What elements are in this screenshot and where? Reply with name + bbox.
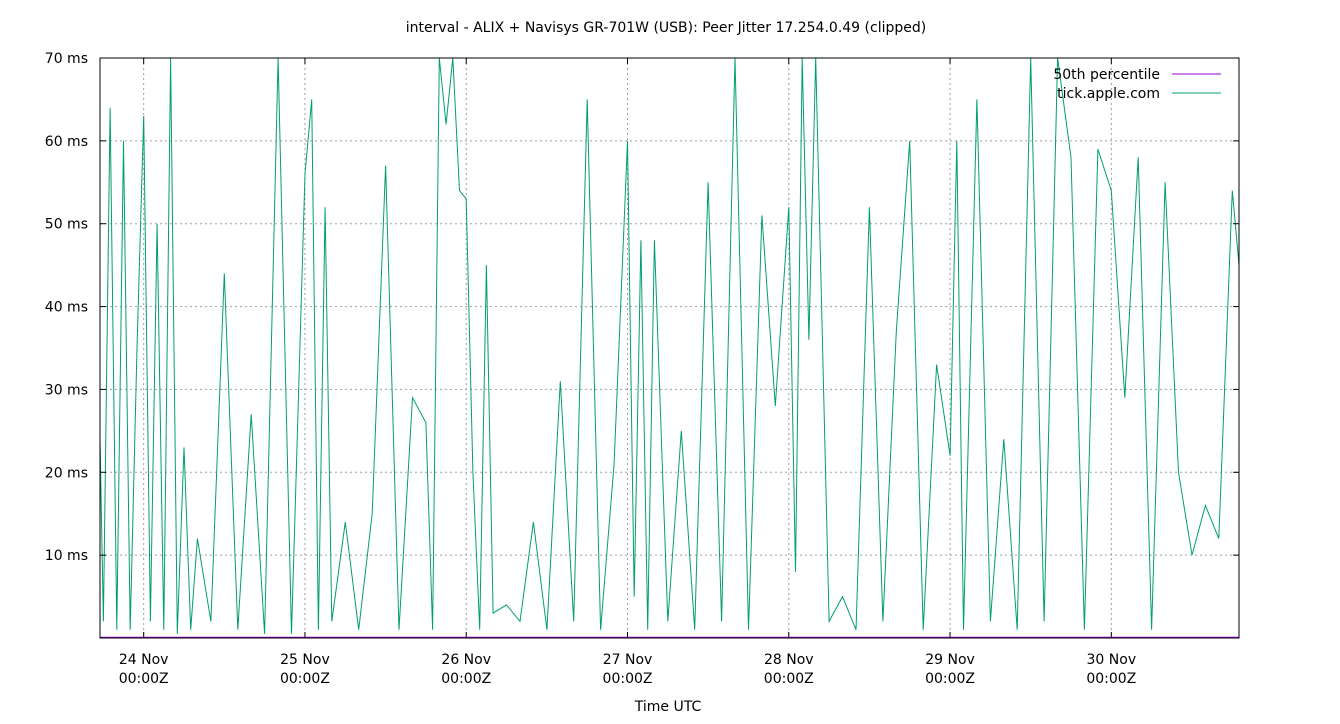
y-tick-label: 70 ms bbox=[45, 51, 88, 67]
x-tick-label-time: 00:00Z bbox=[280, 671, 330, 687]
x-tick-label-time: 00:00Z bbox=[1086, 671, 1136, 687]
plot-frame bbox=[99, 57, 1240, 639]
x-tick-label-time: 00:00Z bbox=[119, 671, 169, 687]
y-tick-label: 50 ms bbox=[45, 217, 88, 233]
y-tick-label: 10 ms bbox=[45, 548, 88, 564]
y-tick-label: 20 ms bbox=[45, 465, 88, 481]
x-tick-label-time: 00:00Z bbox=[603, 671, 653, 687]
x-tick-label-time: 00:00Z bbox=[441, 671, 491, 687]
legend-label: 50th percentile bbox=[1053, 67, 1160, 83]
legend: 50th percentile tick.apple.com bbox=[1053, 67, 1221, 102]
legend-label: tick.apple.com bbox=[1057, 86, 1160, 102]
series-line-1 bbox=[99, 57, 1240, 634]
series-layer bbox=[99, 57, 1240, 638]
x-tick-label-time: 00:00Z bbox=[925, 671, 975, 687]
y-tick-label: 60 ms bbox=[45, 134, 88, 150]
x-axis-label: Time UTC bbox=[634, 699, 702, 715]
x-tick-label-date: 30 Nov bbox=[1087, 652, 1137, 668]
x-tick-label-date: 24 Nov bbox=[119, 652, 169, 668]
x-tick-label-time: 00:00Z bbox=[764, 671, 814, 687]
x-tick-label-date: 25 Nov bbox=[280, 652, 330, 668]
chart-title: interval - ALIX + Navisys GR-701W (USB):… bbox=[406, 20, 926, 36]
y-tick-label: 30 ms bbox=[45, 382, 88, 398]
x-tick-label-date: 28 Nov bbox=[764, 652, 814, 668]
y-tick-label: 40 ms bbox=[45, 300, 88, 316]
ticks-layer: 10 ms 20 ms 30 ms 40 ms 50 ms 60 ms 70 ms 24 No… bbox=[45, 51, 1239, 687]
x-tick-label-date: 29 Nov bbox=[925, 652, 975, 668]
x-tick-label-date: 27 Nov bbox=[603, 652, 653, 668]
x-tick-label-date: 26 Nov bbox=[441, 652, 491, 668]
